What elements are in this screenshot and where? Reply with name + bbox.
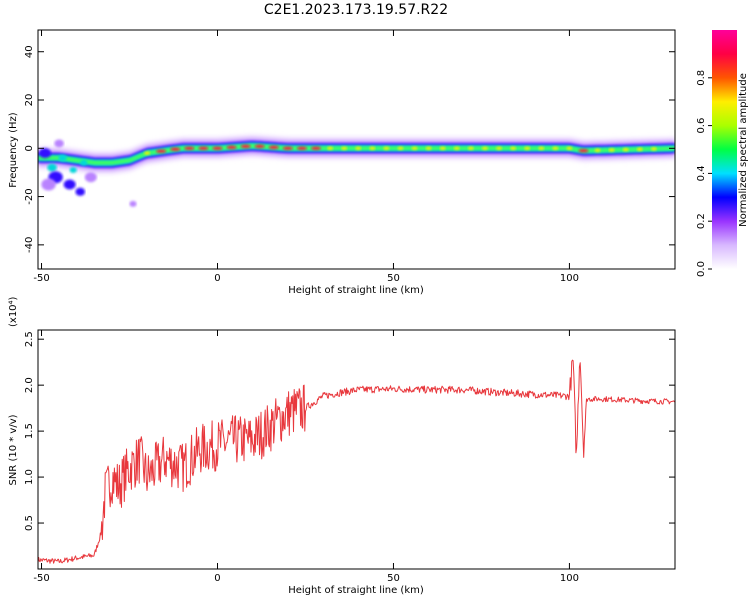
spectrogram-peak (397, 146, 404, 150)
spectrogram-peak (566, 146, 573, 150)
figure-title: C2E1.2023.173.19.57.R22 (264, 2, 448, 18)
spectrogram-peak (156, 149, 167, 153)
y-tick-label: 1.5 (24, 423, 35, 439)
y-tick-label: 40 (24, 45, 35, 58)
colorbar-tick-label: 0.2 (696, 213, 707, 229)
spectrogram-peak (184, 146, 195, 150)
spectrogram-peak (212, 146, 223, 150)
x-tick-label: 0 (214, 573, 220, 584)
spectrogram-frame (37, 29, 676, 270)
snr-panel: -50 0 50 100 0.5 1.0 1.5 2.0 2.5 Height of stra… (8, 296, 676, 596)
spectrogram-peak (496, 146, 503, 150)
y-tick-label: 2.0 (24, 377, 35, 393)
y-tick-label: -20 (24, 188, 35, 204)
spectrogram-blob (69, 167, 77, 174)
spectrogram-peak (594, 148, 601, 152)
spectrogram-peak (552, 146, 559, 150)
x-tick-label: -50 (33, 573, 49, 584)
spectrogram-x-ticks: -50 0 50 100 (33, 30, 579, 284)
spectrogram-peak (282, 146, 293, 150)
x-tick-label: 100 (560, 273, 579, 284)
spectrogram-peak (240, 144, 251, 148)
y-tick-label: 20 (24, 94, 35, 107)
snr-x-ticks: -50 0 50 100 (33, 330, 579, 584)
spectrogram-blob (80, 159, 88, 166)
spectrogram-peak (268, 145, 279, 149)
snr-series-line (38, 359, 675, 564)
spectrogram-peak (311, 146, 322, 150)
spectrogram-peak (608, 148, 615, 152)
spectrogram-y-ticks: -40 -20 0 20 40 (24, 45, 675, 253)
x-tick-label: 0 (214, 273, 220, 284)
spectrogram-peak (510, 146, 517, 150)
spectrogram-peak (355, 146, 362, 150)
x-tick-label: 100 (560, 573, 579, 584)
spectrogram-y-axis-label: Frequency (Hz) (8, 112, 19, 188)
y-tick-label: 2.5 (24, 331, 35, 347)
y-tick-label: 1.0 (24, 469, 35, 485)
spectrogram-blob (41, 178, 56, 191)
spectrogram-peak (170, 147, 181, 151)
spectrogram-peak (538, 146, 545, 150)
spectrogram-panel: -50 0 50 100 -40 -20 0 20 40 Height of straight… (8, 29, 676, 296)
spectrogram-blob (129, 200, 137, 207)
colorbar-tick-label: 0.4 (696, 165, 707, 181)
x-tick-label: 50 (387, 573, 400, 584)
spectrogram-blob (58, 154, 67, 162)
spectrogram-blob (63, 179, 76, 190)
spectrogram-blob (47, 163, 57, 172)
x-tick-label: 50 (387, 273, 400, 284)
spectrogram-peak (467, 146, 474, 150)
snr-frame (37, 329, 676, 570)
snr-y-axis-label: SNR (10 * v/v) (8, 414, 19, 485)
spectrogram-x-axis-label: Height of straight line (km) (288, 285, 424, 296)
spectrogram-peak (578, 149, 589, 153)
y-tick-label: 0 (24, 145, 35, 151)
spectrogram-core-band (38, 144, 675, 165)
spectrogram-peak (439, 146, 446, 150)
spectrogram-peak (341, 146, 348, 150)
spectrogram-peak (144, 151, 151, 155)
snr-y-multiplier: (x10⁴) (8, 296, 19, 327)
snr-x-axis-label: Height of straight line (km) (288, 585, 424, 596)
spectrogram-peak (369, 146, 376, 150)
y-tick-label: 0.5 (24, 515, 35, 531)
spectrogram-peak (254, 144, 265, 148)
spectrogram-peak (327, 146, 334, 150)
y-tick-label: -40 (24, 237, 35, 253)
spectrogram-peak (226, 145, 237, 149)
spectrogram-blob (39, 148, 52, 159)
spectrogram-peak (650, 147, 657, 151)
colorbar: 0.0 0.2 0.4 0.6 0.8 Normalized spectral ampl… (696, 30, 749, 277)
spectrogram-peak (481, 146, 488, 150)
colorbar-tick-label: 0.8 (696, 70, 707, 86)
x-tick-label: -50 (33, 273, 49, 284)
spectrogram-peak (198, 146, 209, 150)
colorbar-label: Normalized spectral amplitude (738, 73, 749, 227)
spectrogram-peak (296, 146, 307, 150)
spectrogram-blob (75, 187, 86, 196)
spectrogram-peak (524, 146, 531, 150)
spectrogram-blob (84, 172, 97, 183)
colorbar-tick-label: 0.6 (696, 118, 707, 134)
colorbar-scale (712, 30, 737, 269)
spectrogram-peak (425, 146, 432, 150)
snr-y-ticks: 0.5 1.0 1.5 2.0 2.5 (24, 331, 675, 531)
spectrogram-peak (411, 146, 418, 150)
spectrogram-peak (636, 147, 643, 151)
spectrogram-marks (38, 135, 675, 207)
colorbar-ticks: 0.0 0.2 0.4 0.6 0.8 (696, 70, 712, 277)
spectrogram-peak (622, 147, 629, 152)
colorbar-tick-label: 0.0 (696, 261, 707, 277)
spectrogram-peak (453, 146, 460, 150)
spectrogram-peak (383, 146, 390, 150)
spectrogram-blob (54, 139, 64, 148)
